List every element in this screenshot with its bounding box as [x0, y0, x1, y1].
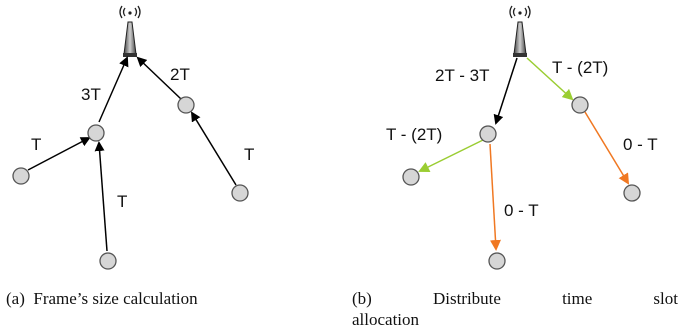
node-leftleaf: [12, 167, 30, 185]
edge-left-to-bottom: [489, 143, 501, 251]
edge-root-to-left: [493, 57, 518, 125]
edge-left-to-root: [98, 56, 129, 123]
node-bottom: [99, 252, 117, 270]
caption-b-line1: (b) Distribute time slot: [352, 288, 678, 309]
label-a-root-left: 3T: [81, 85, 101, 104]
diagram-b: 2T - 3T T - (2T) T - (2T) 0 - T 0 - T: [386, 5, 658, 270]
antenna-tower-icon: [119, 5, 141, 57]
diagram-a: 3T 2T T T T: [12, 5, 254, 270]
antenna-tower-icon: [509, 5, 531, 57]
caption-b-word-3: slot: [653, 289, 678, 308]
edge-right-to-root: [136, 56, 182, 100]
label-b-left-bottom: 0 - T: [504, 201, 539, 220]
edge-left-to-leftleaf: [418, 139, 484, 172]
caption-a-tag: (a): [6, 289, 25, 308]
edge-right-to-leaf: [584, 111, 630, 185]
edge-root-to-right: [526, 57, 574, 101]
caption-b-line2: allocation: [352, 310, 420, 329]
caption-a-text: Frame’s size calculation: [33, 289, 198, 308]
label-b-right-leaf: 0 - T: [623, 135, 658, 154]
edge-rightleaf-to-right: [190, 111, 237, 186]
node-rightleaf: [623, 184, 641, 202]
edge-leftleaf-to-left: [27, 137, 91, 171]
node-right: [571, 96, 589, 114]
label-b-root-left: 2T - 3T: [435, 66, 489, 85]
caption-b: (b) Distribute time slot allocation: [352, 288, 678, 330]
node-left: [479, 125, 497, 143]
node-right: [177, 96, 195, 114]
node-left: [87, 124, 105, 142]
node-rightleaf: [231, 184, 249, 202]
caption-b-word-1: Distribute: [432, 289, 501, 308]
label-a-leaf-right: T: [244, 145, 254, 164]
caption-b-tag: (b): [352, 289, 372, 308]
node-bottom: [488, 252, 506, 270]
label-a-leaf-bottom: T: [117, 192, 127, 211]
label-b-root-right: T - (2T): [552, 58, 608, 77]
label-a-root-right: 2T: [170, 65, 190, 84]
caption-a: (a) Frame’s size calculation: [6, 288, 198, 309]
node-leftleaf: [402, 168, 420, 186]
label-a-leaf-left: T: [31, 135, 41, 154]
caption-b-word-2: time: [562, 289, 593, 308]
edge-bottom-to-left: [94, 141, 108, 252]
label-b-left-leftleaf: T - (2T): [386, 125, 442, 144]
